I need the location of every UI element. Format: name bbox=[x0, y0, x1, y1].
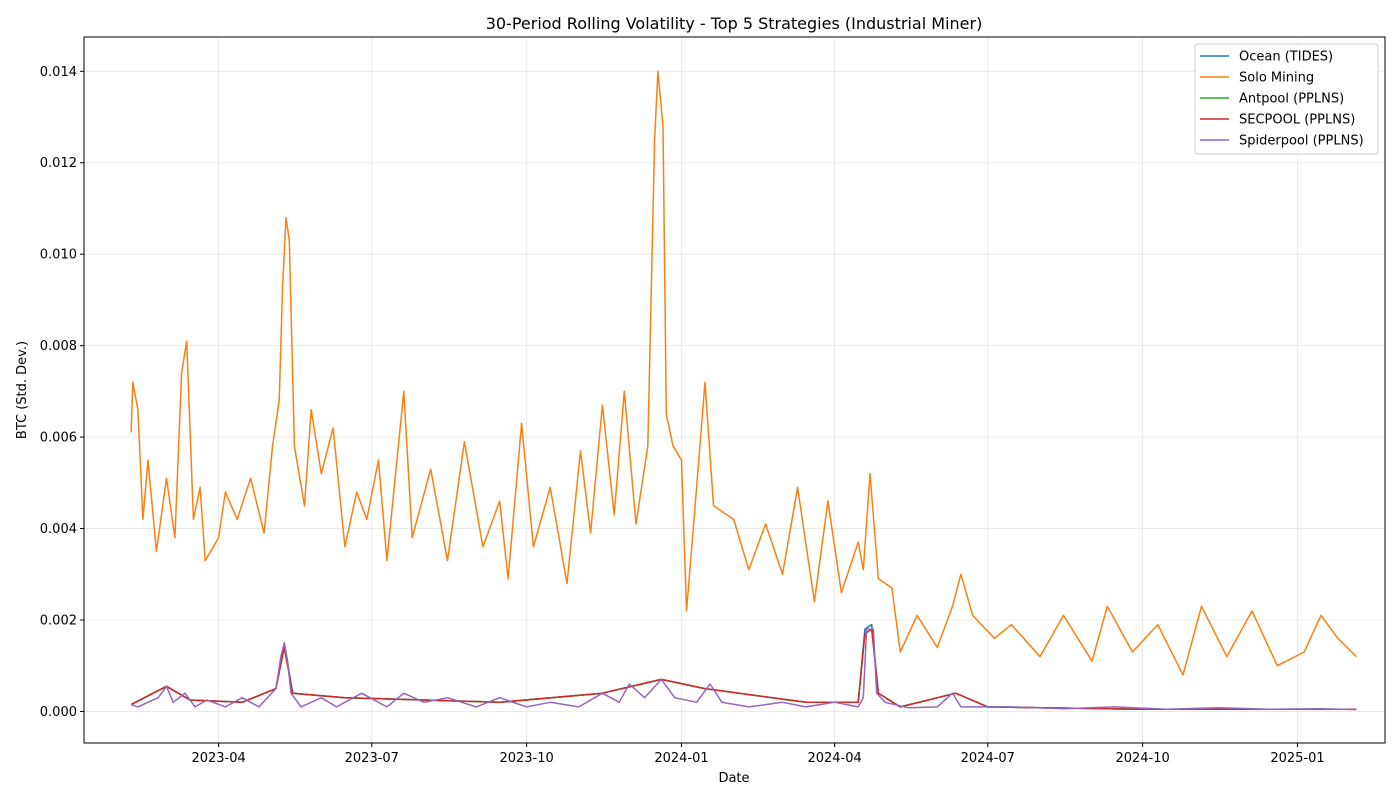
y-tick-label: 0.000 bbox=[40, 705, 77, 720]
y-tick-label: 0.006 bbox=[40, 431, 77, 446]
x-tick-label: 2024-04 bbox=[807, 751, 861, 766]
legend-label: Ocean (TIDES) bbox=[1239, 50, 1333, 65]
chart-title: 30-Period Rolling Volatility - Top 5 Str… bbox=[486, 14, 983, 33]
legend-frame bbox=[1194, 43, 1379, 155]
y-axis-label: BTC (Std. Dev.) bbox=[15, 341, 30, 439]
series-layer bbox=[130, 70, 1357, 711]
legend-label: Antpool (PPLNS) bbox=[1239, 92, 1344, 107]
x-tick-label: 2025-01 bbox=[1270, 751, 1324, 766]
x-tick-label: 2023-07 bbox=[345, 751, 399, 766]
y-tick-label: 0.010 bbox=[40, 248, 77, 263]
x-tick-label: 2024-07 bbox=[961, 751, 1015, 766]
legend-label: Solo Mining bbox=[1239, 71, 1314, 86]
y-axis-ticks: 0.000 0.002 0.004 0.006 0.008 0.010 0.012 0.014 bbox=[40, 65, 84, 720]
x-tick-label: 2023-10 bbox=[499, 751, 553, 766]
x-tick-label: 2023-04 bbox=[191, 751, 245, 766]
plot-frame bbox=[83, 36, 1386, 744]
series-line-antpool-pplns bbox=[130, 628, 1357, 710]
x-axis-ticks: 2023-04 2023-07 2023-10 2024-01 2024-04 2024-… bbox=[191, 743, 1325, 766]
series-line-spiderpool-pplns bbox=[130, 628, 1357, 711]
y-tick-label: 0.002 bbox=[40, 613, 77, 628]
y-tick-label: 0.012 bbox=[40, 156, 77, 171]
y-tick-label: 0.014 bbox=[40, 65, 77, 80]
grid bbox=[84, 37, 1385, 743]
y-tick-label: 0.004 bbox=[40, 522, 77, 537]
legend-label: SECPOOL (PPLNS) bbox=[1239, 113, 1355, 128]
legend: Ocean (TIDES) Solo Mining Antpool (PPLNS) S… bbox=[1194, 43, 1379, 155]
series-line-secpool-pplns bbox=[130, 628, 1357, 710]
x-axis-label: Date bbox=[718, 771, 749, 786]
legend-label: Spiderpool (PPLNS) bbox=[1239, 134, 1364, 149]
series-line-ocean-tides bbox=[130, 623, 1357, 710]
x-tick-label: 2024-10 bbox=[1115, 751, 1169, 766]
y-tick-label: 0.008 bbox=[40, 339, 77, 354]
series-line-solo-mining bbox=[130, 70, 1357, 676]
x-tick-label: 2024-01 bbox=[654, 751, 708, 766]
